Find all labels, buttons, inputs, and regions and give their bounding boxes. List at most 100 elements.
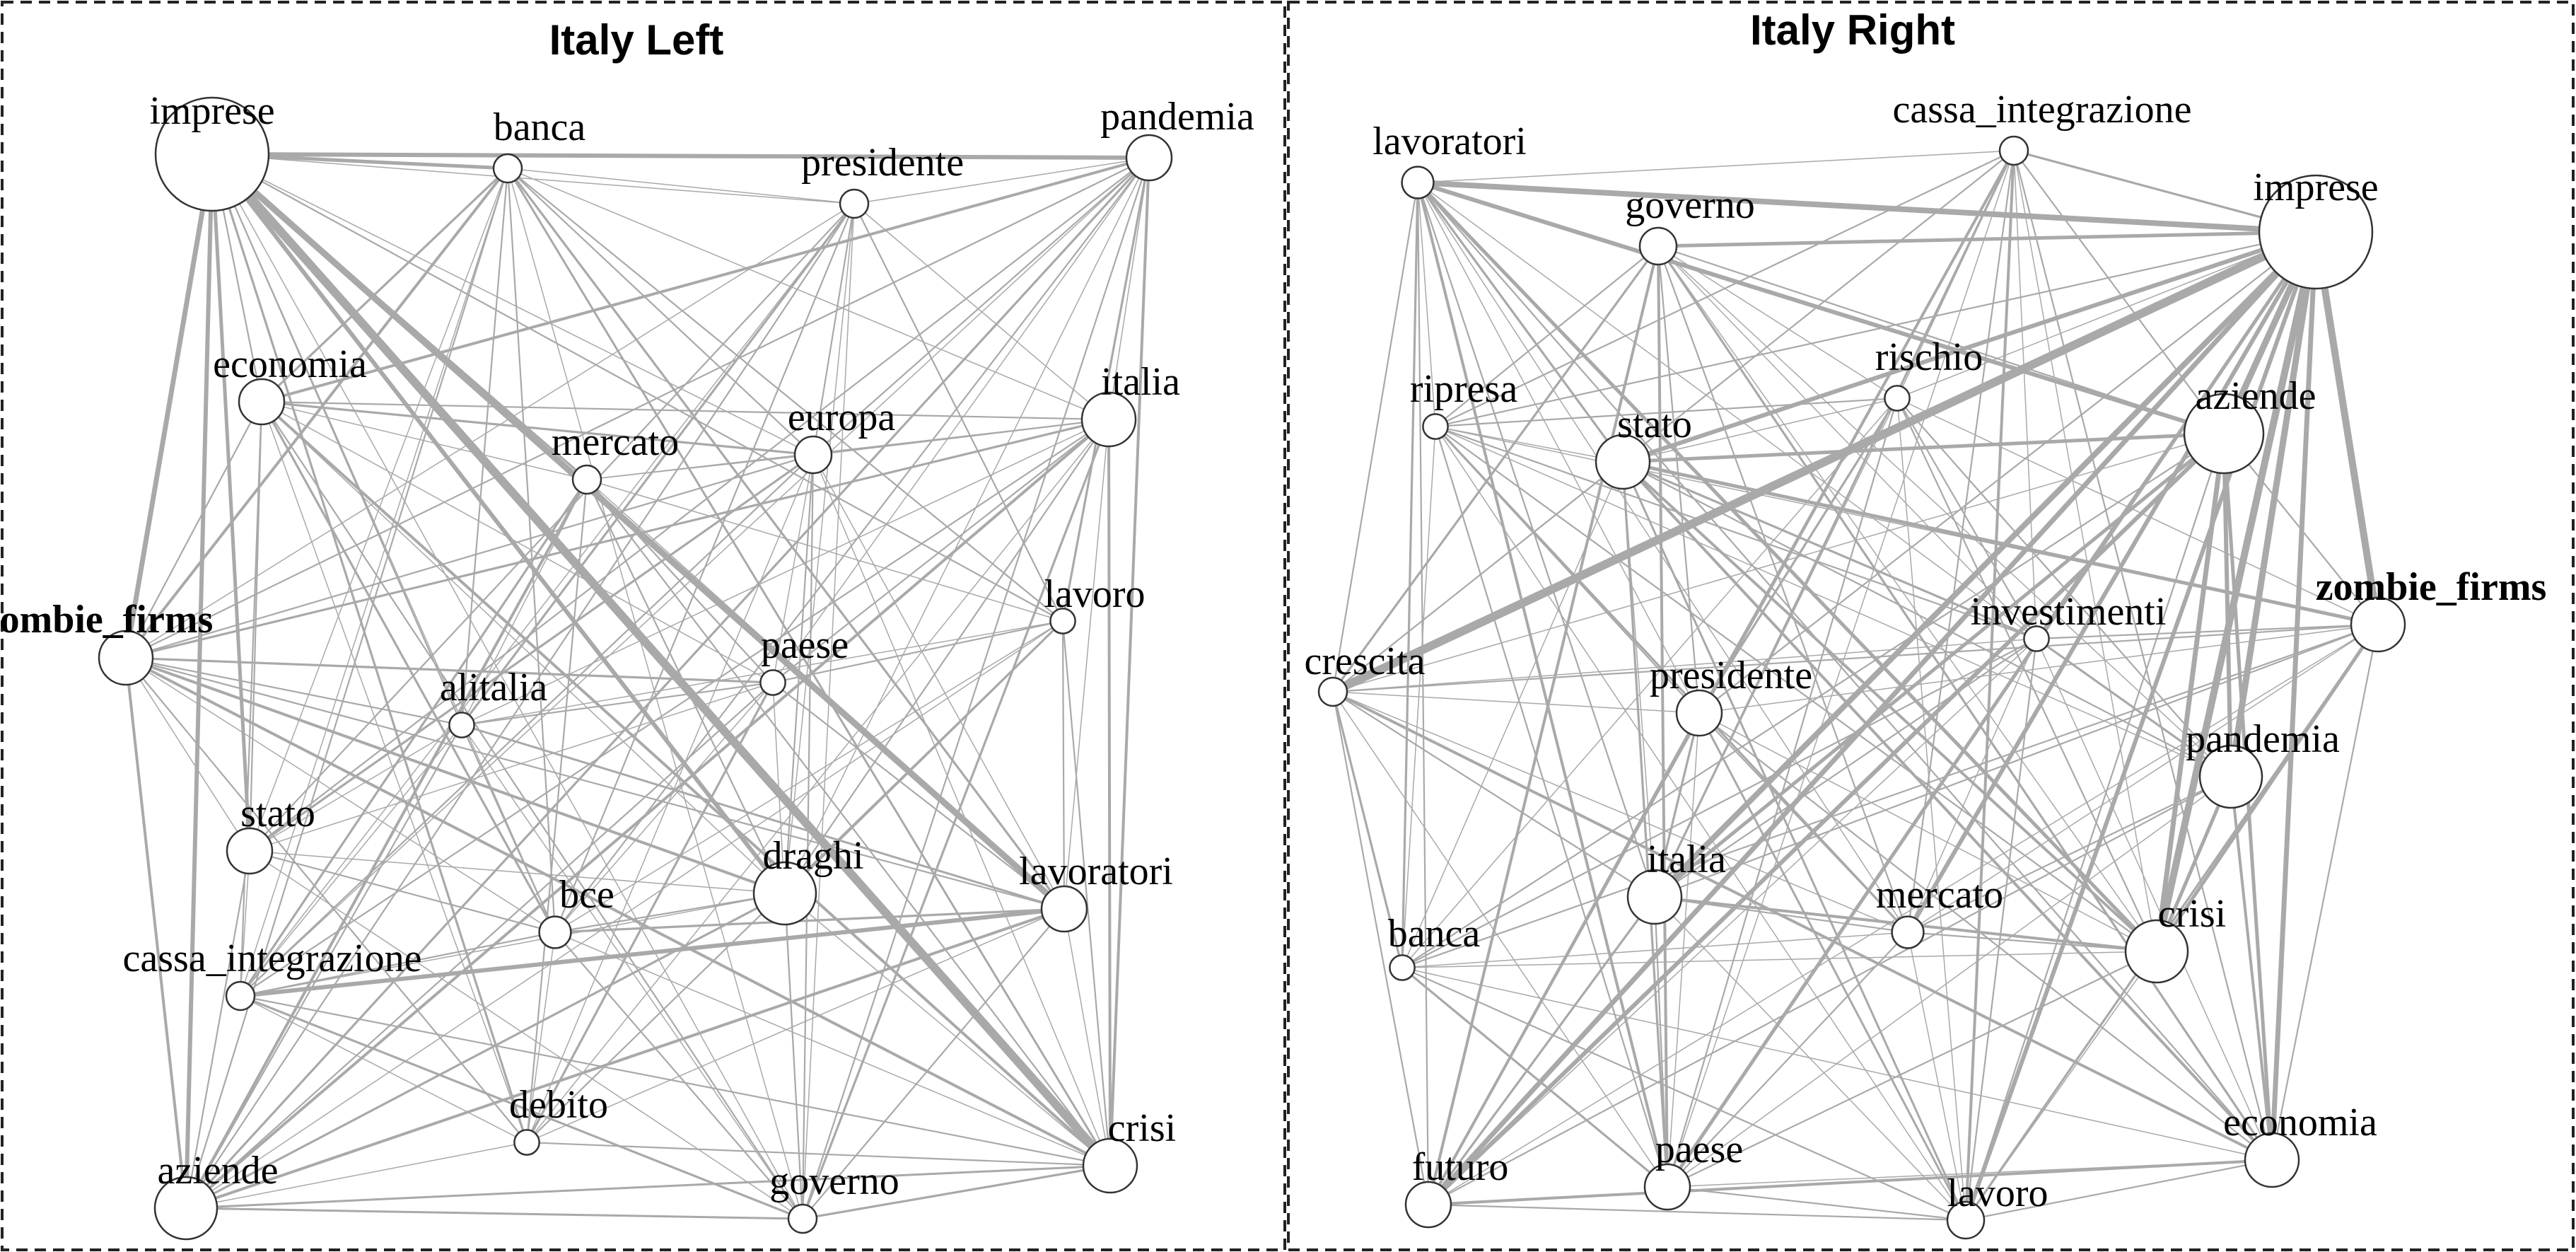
edge-economia-crisi [260,400,1112,1167]
edge-paese-bce [554,682,774,933]
edge-cassa_integrazione-italia [1653,149,2015,898]
node-label-lavoratori: lavoratori [1019,850,1173,893]
edge-debito-crisi [525,1141,1112,1167]
edge-zombie_firms-presidente [1698,624,2379,714]
edge-banca-italia [507,168,1109,420]
edge-zombie_firms-crisi [2155,622,2380,954]
edge-bce-cassa_integrazione [239,931,556,997]
edge-imprese-draghi [210,152,787,895]
edge-presidente-mercato [1698,712,1909,934]
edge-draghi-bce [554,892,786,934]
edge-zombie_firms-futuro [1428,624,2379,1205]
edge-aziende-lavoro [1964,432,2225,1222]
panel-title-left: Italy Left [549,16,724,64]
node-label-mercato: mercato [1876,873,2003,917]
node-debito [513,1129,540,1156]
node-economia [238,378,286,426]
edge-lavoratori-presidente [1417,182,1700,714]
edge-imprese-stato [210,152,252,853]
edge-zombie_firms-paese [124,656,774,684]
node-label-investimenti: investimenti [1971,590,2167,634]
edge-rischio-banca [1401,398,1898,968]
edge-aziende-lavoratori [1416,180,2226,436]
panel-italy-left: Italy Left imprese banca presidente pandemi… [0,1,1286,1251]
node-lavoratori [1401,166,1435,199]
edge-crisi-banca [1401,951,2157,968]
node-label-aziende: aziende [158,1149,279,1193]
node-label-ripresa: ripresa [1410,367,1518,411]
node-label-rischio: rischio [1875,335,1983,379]
edge-ripresa-paese [1434,425,1669,1188]
edge-aziende-lavoratori [185,908,1066,1210]
edge-pandemia-paese [772,157,1150,683]
node-presidente [839,188,870,219]
node-paese [759,669,786,696]
edge-presidente-lavoro [1698,712,1967,1222]
edge-mercato-lavoro [586,479,1063,622]
node-pandemia [1125,134,1173,182]
edge-stato-crescita [1332,461,1624,692]
edge-stato-banca [1401,461,1624,968]
edge-presidente-zombie_firms [125,203,855,659]
edge-presidente-cassa_integrazione [240,203,855,997]
edge-lavoratori-bce [554,908,1066,934]
edge-banca-paese [1401,966,1669,1188]
edge-banca-alitalia [460,167,509,726]
edge-imprese-lavoro [211,153,1064,622]
edge-crescita-italia [1331,690,1656,898]
node-label-presidente: presidente [1650,654,1812,697]
edge-imprese-economia [2269,229,2319,1163]
edge-paese-lavoro [1666,1186,1967,1222]
edge-mercato-aziende [185,478,588,1210]
edge-imprese-zombie_firms [123,151,215,661]
edge-banca-governo [507,168,803,1219]
edge-economia-italia [260,400,1110,421]
node-europa [793,435,833,475]
edges-left [123,150,1151,1220]
edge-mercato-alitalia [461,479,588,726]
edge-aziende-stato [1621,431,2226,464]
edge-italia-draghi [783,418,1110,895]
edge-pandemia-europa [812,156,1150,456]
edge-presidente-paese [1667,712,1700,1188]
edge-lavoratori-economia [1416,181,2273,1161]
node-imprese [154,96,270,212]
edge-banca-presidente [507,168,855,204]
node-label-presidente: presidente [801,141,964,185]
edge-investimenti-mercato [1907,638,2037,933]
node-label-crescita: crescita [1305,639,1426,683]
edge-governo-pandemia [1657,245,2232,777]
edge-lavoratori-governo [801,908,1066,1220]
edge-draghi-crisi [784,893,1111,1166]
edge-banca-europa [506,167,815,456]
node-label-zombie_firms: zombie_firms [2316,565,2547,609]
edge-ripresa-investimenti [1434,425,2038,640]
node-label-banca: banca [494,105,586,149]
edge-imprese-aziende [184,152,214,1210]
edge-crescita-futuro [1331,690,1430,1206]
edge-ripresa-stato [1435,426,1624,463]
node-economia [2244,1132,2300,1188]
edge-bce-debito [526,932,556,1143]
node-aziende [153,1176,218,1241]
panel-frame-right [1287,1,2575,1251]
edge-imprese-lavoratori [209,151,1068,912]
node-label-lavoro: lavoro [1044,572,1145,616]
edge-imprese-pandemia [210,152,1151,160]
edge-europa-crisi [812,454,1111,1166]
edge-governo-investimenti [1657,245,2037,639]
edge-lavoro-bce [554,620,1063,933]
edge-zombie_firms-stato [1621,460,2380,627]
node-stato [226,827,274,875]
edge-imprese-rischio [1896,231,2316,399]
edge-economia-governo [260,400,804,1220]
edge-banca-economia [260,167,509,403]
edge-zombie_firms-lavoratori [124,656,1066,910]
edge-cassa_integrazione-lavoratori [238,907,1066,998]
panel-frame-left [1,1,1286,1251]
edge-lavoratori-cassa_integrazione [1417,150,2015,183]
edge-stato-investimenti [1621,460,2038,640]
node-label-paese: paese [761,623,849,667]
node-zombie_firms [2350,596,2406,653]
edge-italia-lavoro [1654,896,1966,1221]
